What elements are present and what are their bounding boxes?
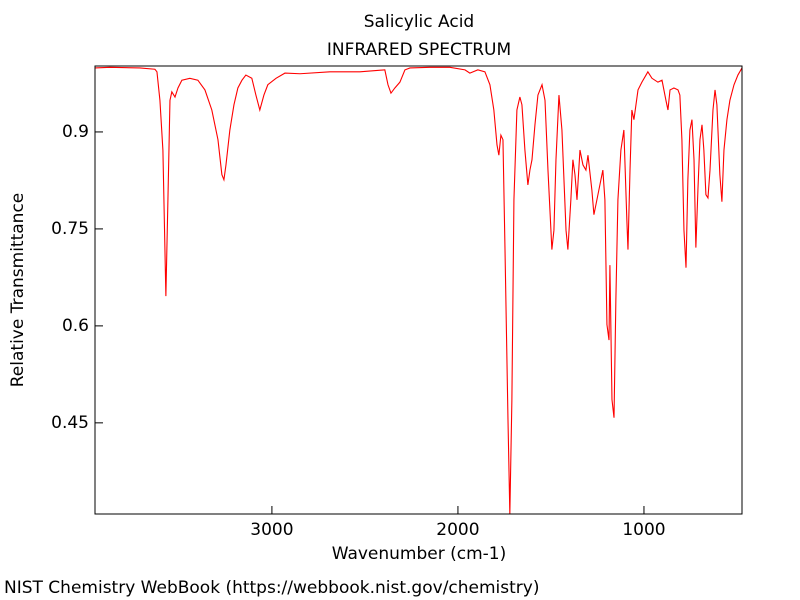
y-tick-label: 0.75 [51,219,89,239]
chart-subtitle: INFRARED SPECTRUM [327,40,511,60]
x-tick-label: 2000 [436,520,479,540]
y-tick-label: 0.45 [51,413,89,433]
x-tick-label: 3000 [250,520,293,540]
x-axis-label: Wavenumber (cm-1) [332,544,507,564]
chart-title: Salicylic Acid [364,12,474,32]
y-axis-label: Relative Transmittance [8,193,28,388]
plot-frame [94,65,743,515]
y-tick-label: 0.6 [62,316,89,336]
footer: NIST Chemistry WebBook (https://webbook.… [4,578,539,598]
y-tick-label: 0.9 [62,122,89,142]
spectrum-line [94,66,743,515]
x-tick-label: 1000 [622,520,665,540]
